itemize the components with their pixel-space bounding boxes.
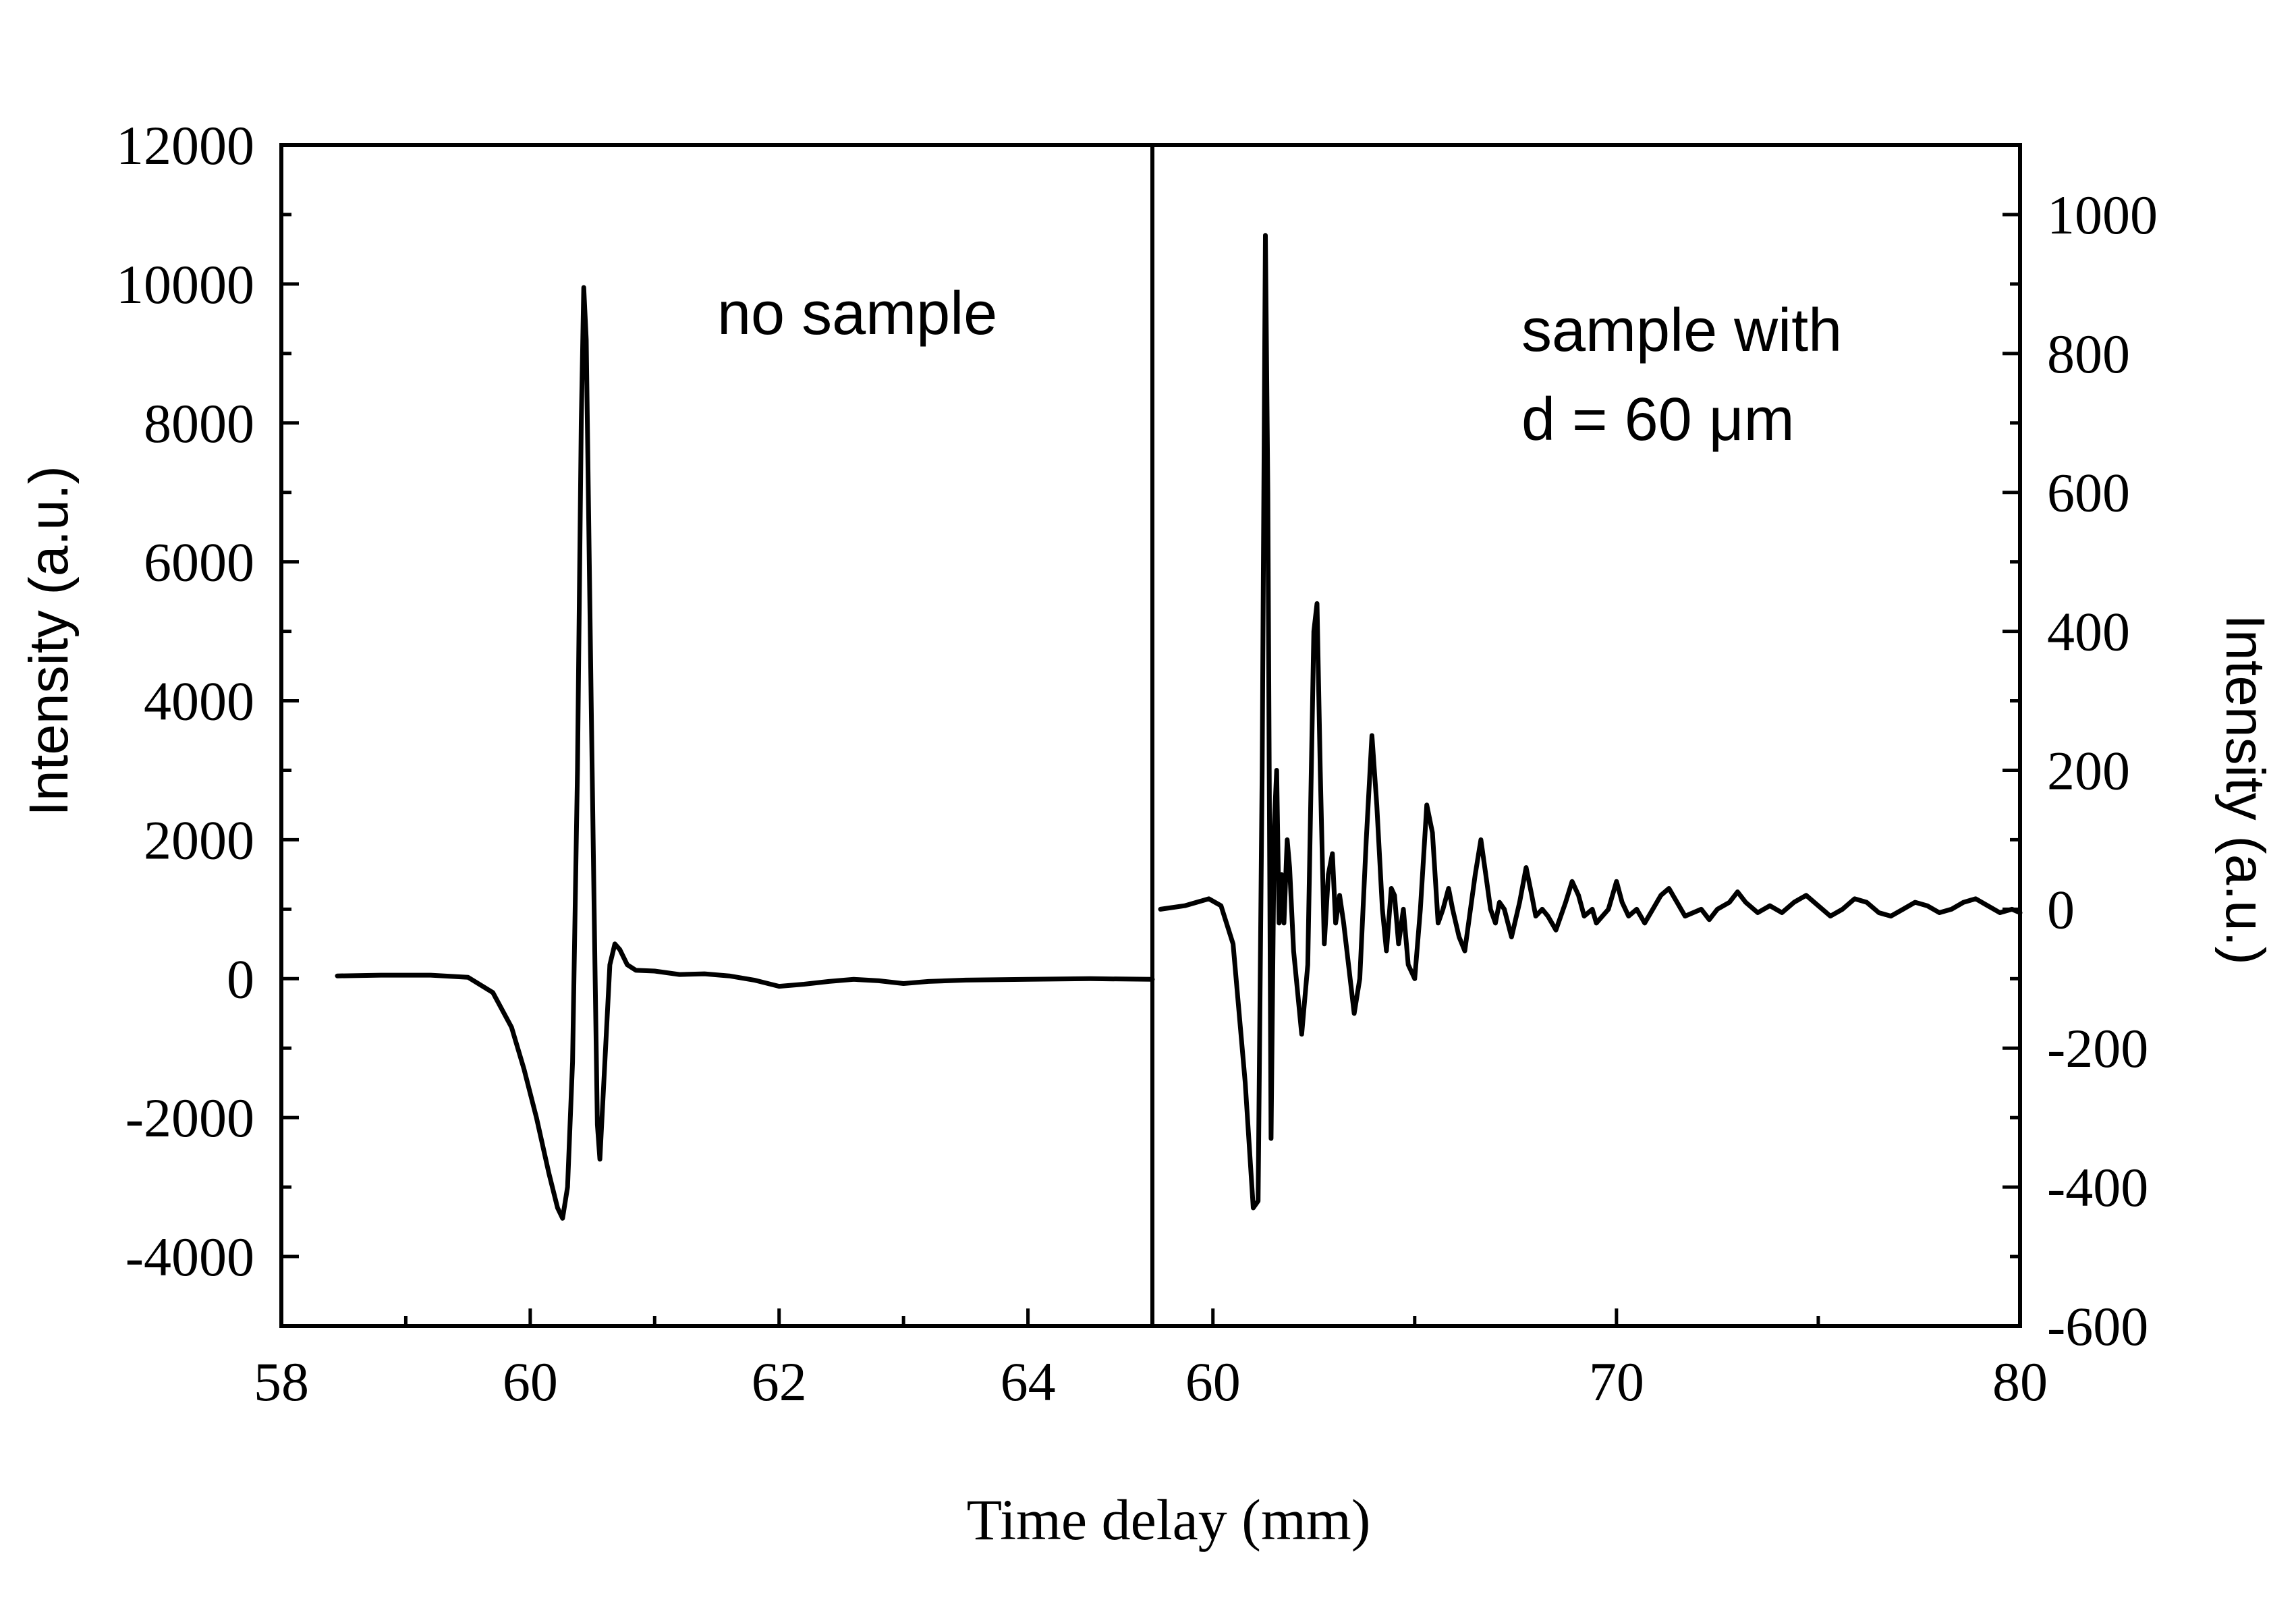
right-plot-frame: [1150, 143, 2022, 1328]
left-annotation: no sample: [717, 280, 997, 348]
x-tick-label: 62: [752, 1351, 807, 1412]
right-tick-labels: 60 70 80 1000 800 600 400 200 0 -200 -400 -600: [1185, 184, 2158, 1412]
right-annotation-line-2: d = 60 μm: [1521, 386, 1795, 453]
right-annotation-line-1: sample with: [1521, 297, 1842, 364]
y-tick-label: 6000: [144, 532, 254, 593]
y-tick-label: 600: [2047, 462, 2130, 524]
y-tick-label: 0: [227, 948, 254, 1010]
y-tick-label: 12000: [116, 115, 254, 176]
y-tick-label: 8000: [144, 393, 254, 454]
y-tick-label: -200: [2047, 1018, 2148, 1079]
x-axis-title: Time delay (mm): [967, 1487, 1371, 1552]
y-tick-label: -4000: [125, 1226, 254, 1288]
x-tick-label: 58: [254, 1351, 309, 1412]
x-tick-label: 70: [1589, 1351, 1644, 1412]
y-tick-label: 800: [2047, 323, 2130, 385]
left-y-axis-title: Intensity (a.u.): [18, 466, 80, 817]
x-tick-label: 60: [503, 1351, 558, 1412]
x-tick-label: 60: [1185, 1351, 1241, 1412]
right-y-axis-title: Intensity (a.u.): [2214, 614, 2276, 965]
y-tick-label: 10000: [116, 254, 254, 315]
y-tick-label: 400: [2047, 601, 2130, 663]
left-tick-labels: 58 60 62 64 12000 10000 8000 6000 4000 2000 0 -2000…: [116, 115, 1056, 1412]
right-panel: 60 70 80 1000 800 600 400 200 0 -200 -400 -600 samp…: [1150, 143, 2158, 1412]
x-tick-label: 80: [1992, 1351, 2048, 1412]
x-tick-label: 64: [1001, 1351, 1056, 1412]
right-series-line: [1158, 233, 2023, 1211]
y-tick-label: 4000: [144, 671, 254, 732]
y-tick-label: -600: [2047, 1296, 2148, 1357]
left-series-line: [335, 285, 1155, 1221]
y-tick-label: 2000: [144, 809, 254, 871]
y-tick-label: -400: [2047, 1157, 2148, 1218]
y-tick-label: 200: [2047, 740, 2130, 801]
left-panel: 58 60 62 64 12000 10000 8000 6000 4000 2000 0 -2000…: [116, 115, 1155, 1412]
y-tick-label: 1000: [2047, 184, 2158, 246]
y-tick-label: 0: [2047, 879, 2075, 940]
y-tick-label: -2000: [125, 1087, 254, 1149]
